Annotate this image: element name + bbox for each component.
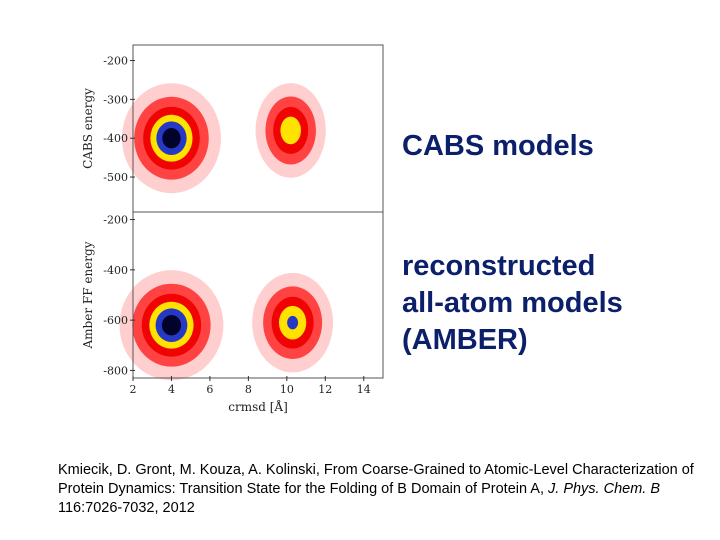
y-tick-label: -500 (103, 171, 128, 184)
x-tick-label: 8 (245, 383, 252, 396)
amber-label-line: all-atom models (402, 287, 623, 319)
citation-journal: J. Phys. Chem. B (548, 481, 661, 497)
citation-volume-year: 116:7026-7032, 2012 (58, 500, 195, 516)
density-contour (161, 315, 182, 336)
y-axis-label: Amber FF energy (81, 241, 95, 349)
y-tick-label: -600 (103, 314, 128, 327)
y-tick-label: -400 (103, 132, 128, 145)
x-tick-label: 10 (280, 383, 294, 396)
axes-layer: -200 -300 -400 -500 CABS energy -200 -400 -600 -… (81, 44, 384, 414)
x-tick-label: 6 (206, 383, 213, 396)
density-contour (287, 315, 299, 330)
citation: Kmiecik, D. Gront, M. Kouza, A. Kolinski… (58, 461, 698, 518)
cabs-models-label: CABS models (402, 130, 594, 162)
x-tick-label: 14 (357, 383, 371, 396)
x-tick-label: 2 (130, 383, 137, 396)
amber-energy-panel (119, 212, 383, 381)
amber-label-line: reconstructed (402, 250, 596, 282)
density-contour (162, 128, 181, 149)
y-tick-label: -200 (103, 55, 128, 68)
x-tick-label: 12 (318, 383, 332, 396)
citation-authors-title: Kmiecik, D. Gront, M. Kouza, A. Kolinski… (58, 462, 694, 497)
y-tick-label: -200 (103, 214, 128, 227)
x-tick-label: 4 (168, 383, 175, 396)
y-tick-label: -300 (103, 93, 128, 106)
y-tick-label: -800 (103, 364, 128, 377)
amber-label-line: (AMBER) (402, 324, 528, 356)
y-tick-label: -400 (103, 264, 128, 277)
y-axis-label: CABS energy (81, 88, 95, 169)
density-contour (280, 116, 301, 145)
cabs-energy-panel (121, 45, 383, 212)
amber-models-label: reconstructed all-atom models (AMBER) (402, 248, 623, 359)
x-axis-label: crmsd [Å] (228, 399, 288, 414)
plot-frame (132, 211, 384, 379)
